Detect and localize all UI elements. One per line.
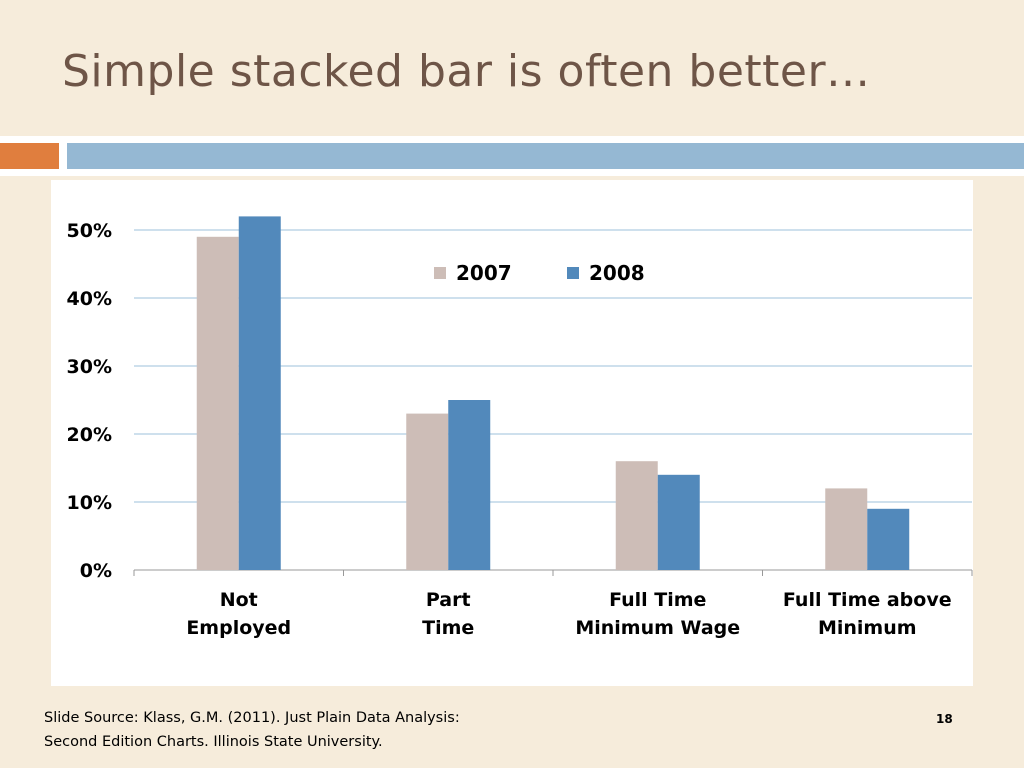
x-category-label: Full Time	[609, 589, 706, 611]
source-line-2: Second Edition Charts. Illinois State Un…	[44, 734, 383, 750]
bar-2007-3	[825, 488, 868, 570]
x-category-label: Time	[422, 617, 474, 639]
y-tick-label: 10%	[67, 492, 112, 514]
legend-swatch-2008	[567, 267, 579, 279]
x-category-label: Minimum	[818, 617, 917, 639]
y-tick-label: 0%	[80, 560, 112, 582]
slide-title: Simple stacked bar is often better…	[62, 46, 871, 97]
x-category-label: Employed	[186, 617, 291, 639]
legend-label-2008: 2008	[589, 261, 645, 285]
bar-2007-2	[615, 461, 658, 570]
legend-swatch-2007	[434, 267, 446, 279]
y-tick-label: 50%	[67, 220, 112, 242]
legend-label-2007: 2007	[456, 261, 512, 285]
x-category-label: Part	[426, 589, 471, 611]
bar-2008-1	[448, 400, 491, 570]
y-tick-label: 40%	[67, 288, 112, 310]
bar-2007-0	[196, 236, 239, 571]
bar-2008-3	[867, 508, 910, 570]
y-tick-label: 30%	[67, 356, 112, 378]
bar-2007-1	[406, 413, 449, 570]
accent-bar-blue	[67, 143, 1024, 169]
page-number: 18	[936, 712, 953, 726]
slide-source: Slide Source: Klass, G.M. (2011). Just P…	[44, 706, 460, 754]
accent-bar-orange	[0, 143, 59, 169]
bar-chart: 0% 10% 20% 30% 40% 50% Not Employed Part Time Full…	[67, 216, 973, 639]
x-category-label: Full Time above	[783, 589, 952, 611]
chart-panel: 0% 10% 20% 30% 40% 50% Not Employed Part Time Full…	[51, 180, 973, 686]
bar-2008-2	[657, 474, 700, 570]
x-category-label: Minimum Wage	[575, 617, 740, 639]
source-line-1: Slide Source: Klass, G.M. (2011). Just P…	[44, 710, 460, 726]
bar-2008-0	[238, 216, 281, 570]
x-category-label: Not	[220, 589, 258, 611]
y-tick-label: 20%	[67, 424, 112, 446]
